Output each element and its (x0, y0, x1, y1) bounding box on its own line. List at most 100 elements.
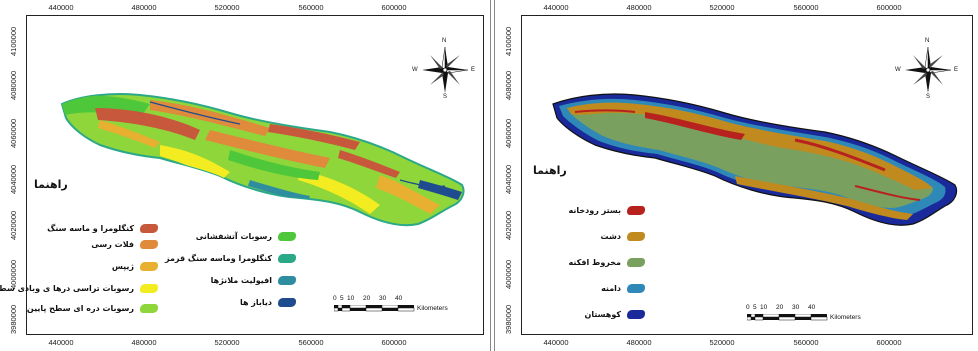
legend-item: مخروط افکنه (568, 258, 645, 267)
legend-swatch (140, 262, 158, 271)
legend-label: کنگلومرا وماسه سنگ قرمز (165, 254, 272, 263)
geology-polygons (60, 93, 465, 227)
north-arrow-compass: N S W E (895, 38, 958, 100)
x-tick-top: 440000 (48, 3, 74, 12)
geology-map-panel: 440000 480000 520000 560000 600000 44000… (0, 0, 491, 351)
legend-label: دامنه (601, 284, 621, 293)
x-tick-top: 600000 (381, 3, 407, 12)
legend-swatch (627, 258, 645, 267)
legend-item: کنگلومرا وماسه سنگ قرمز (165, 254, 296, 263)
legend-item: رسوبات دره ای سطح پایین (27, 304, 158, 313)
scale-unit: Kilometers (417, 305, 448, 312)
x-tick-bottom: 560000 (298, 338, 324, 347)
legend-item: ژیپس (112, 262, 158, 271)
scale-label: 5 (753, 304, 757, 311)
x-tick-top: 560000 (793, 3, 819, 12)
scale-label: 0 (746, 304, 750, 311)
scale-label: 40 (395, 295, 403, 302)
legend-label: دیاباز ها (239, 298, 272, 307)
legend-label: افیولیت ملانژها (210, 276, 272, 285)
legend-item: دامنه (601, 284, 645, 293)
landform-polygons (552, 93, 958, 226)
compass-w-label: W (412, 67, 418, 73)
compass-w-label: W (895, 67, 901, 73)
scale-bar-graphic (334, 305, 415, 312)
x-tick-top: 480000 (131, 3, 157, 12)
x-tick-bottom: 520000 (709, 338, 735, 347)
x-tick-top: 480000 (626, 3, 652, 12)
compass-rose-icon (422, 46, 469, 93)
legend-swatch (140, 224, 158, 233)
legend-swatch (140, 304, 158, 313)
x-tick-top: 560000 (298, 3, 324, 12)
compass-s-label: S (443, 94, 448, 100)
map-frame (26, 15, 484, 335)
compass-n-label: N (442, 38, 447, 44)
scale-unit: Kilometers (830, 314, 861, 321)
legend-label: مخروط افکنه (568, 258, 621, 267)
north-arrow-compass: N S W E (412, 38, 475, 100)
legend-label: کنگلومرا و ماسه سنگ (47, 224, 134, 233)
compass-e-label: E (954, 67, 959, 73)
compass-s-label: S (926, 94, 931, 100)
scale-bar: 0 5 10 20 30 40 Kilometers (746, 304, 877, 324)
legend-title: راهنما (34, 178, 68, 191)
x-tick-bottom: 600000 (876, 338, 902, 347)
scale-label: 30 (792, 304, 800, 311)
legend-label: دشت (600, 232, 621, 241)
map-frame (521, 15, 973, 335)
scale-bar: 0 5 10 20 30 40 Kilometers (333, 295, 454, 315)
x-tick-top: 440000 (543, 3, 569, 12)
landform-map-panel: 440000 480000 520000 560000 600000 44000… (494, 0, 978, 351)
scale-label: 10 (347, 295, 355, 302)
x-tick-top: 520000 (214, 3, 240, 12)
legend-label: ژیپس (111, 262, 134, 271)
compass-rose-icon (905, 46, 952, 93)
legend-swatch (278, 276, 296, 285)
x-tick-top: 520000 (709, 3, 735, 12)
legend-item: کنگلومرا و ماسه سنگ (47, 224, 158, 233)
x-tick-bottom: 480000 (626, 338, 652, 347)
legend-swatch (278, 232, 296, 241)
legend-swatch (140, 240, 158, 249)
legend-swatch (627, 310, 645, 319)
scale-bar-graphic (747, 314, 828, 321)
scale-label: 5 (340, 295, 344, 302)
legend-swatch (627, 206, 645, 215)
scale-label: 0 (333, 295, 337, 302)
x-tick-bottom: 600000 (381, 338, 407, 347)
legend-item: دشت (601, 232, 645, 241)
scale-label: 20 (776, 304, 784, 311)
legend-label: فلات رسی (91, 240, 134, 249)
x-tick-bottom: 440000 (48, 338, 74, 347)
scale-label: 20 (363, 295, 371, 302)
x-tick-top: 600000 (876, 3, 902, 12)
legend-label: بستر رودخانه (568, 206, 621, 215)
legend-item: فلات رسی (91, 240, 158, 249)
legend-label: کوهستان (584, 310, 621, 319)
legend-label: رسوبات تراسی درها ی وبادی سطح بالا (0, 284, 134, 293)
scale-label: 10 (760, 304, 768, 311)
legend-item: بستر رودخانه (569, 206, 645, 215)
legend-swatch (278, 298, 296, 307)
legend-item: دیاباز ها (240, 298, 296, 307)
compass-n-label: N (925, 38, 930, 44)
x-tick-bottom: 480000 (131, 338, 157, 347)
legend-item: کوهستان (585, 310, 645, 319)
scale-label: 30 (379, 295, 387, 302)
scale-label: 40 (808, 304, 816, 311)
legend-swatch (627, 284, 645, 293)
legend-label: رسوبات آتشفشانی (195, 232, 272, 241)
x-tick-bottom: 560000 (793, 338, 819, 347)
legend-title: راهنما (533, 164, 567, 177)
legend-item: افیولیت ملانژها (211, 276, 296, 285)
legend-label: رسوبات دره ای سطح پایین (26, 304, 134, 313)
x-tick-bottom: 520000 (214, 338, 240, 347)
legend-swatch (627, 232, 645, 241)
compass-e-label: E (471, 67, 476, 73)
x-tick-bottom: 440000 (543, 338, 569, 347)
legend-item: رسوبات آتشفشانی (196, 232, 296, 241)
legend-swatch (278, 254, 296, 263)
legend-item: رسوبات تراسی درها ی وبادی سطح بالا (0, 284, 158, 293)
legend-swatch (140, 284, 158, 293)
